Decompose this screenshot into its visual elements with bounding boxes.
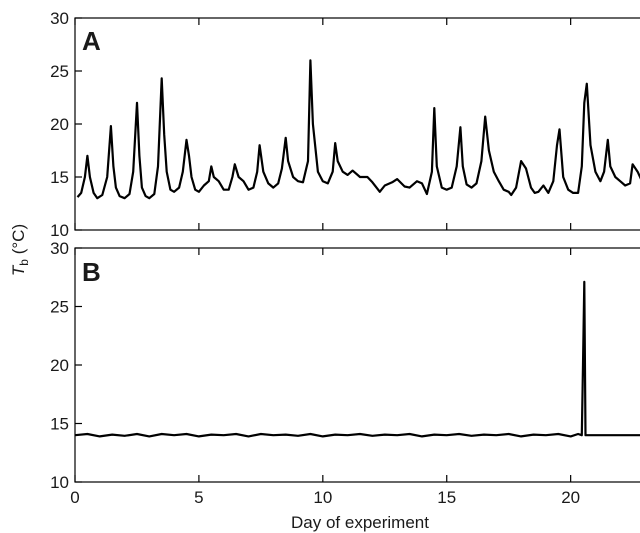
panel-a-y-tick-label: 30 [50, 9, 69, 28]
panel-a-letter: A [82, 26, 101, 56]
panel-b-frame [74, 247, 640, 483]
panel-b-x-tick-label: 5 [194, 488, 203, 507]
panel-b-x-tick-label: 10 [313, 488, 332, 507]
panel-a-x-ticks [74, 18, 572, 230]
panel-a-y-tick-label: 15 [50, 168, 69, 187]
panel-b-y-tick-label: 10 [50, 473, 69, 492]
panel-b-x-ticks: 0 5 10 15 20 [70, 248, 580, 507]
panel-a-y-tick-label: 20 [50, 115, 69, 134]
y-axis-label-unit: (°C) [9, 224, 28, 259]
panel-b-y-tick-label: 20 [50, 356, 69, 375]
panel-b-x-tick-label: 0 [70, 488, 79, 507]
panel-b: 10 15 20 25 30 0 5 10 15 20 B [50, 239, 640, 507]
panel-b-x-tick-label: 15 [437, 488, 456, 507]
y-axis-label-symbol: T [9, 264, 28, 276]
panel-b-y-ticks: 10 15 20 25 30 [50, 239, 82, 492]
panel-a: 10 15 20 25 30 A [50, 9, 640, 240]
panel-b-series-line [74, 280, 640, 438]
panel-b-y-tick-label: 15 [50, 415, 69, 434]
panel-b-letter: B [82, 257, 101, 287]
y-axis-label: Tb (°C) [9, 224, 31, 276]
y-axis-label-subscript: b [17, 259, 31, 266]
panel-b-y-tick-label: 30 [50, 239, 69, 258]
panel-b-x-tick-label: 20 [561, 488, 580, 507]
panel-b-y-tick-label: 25 [50, 298, 69, 317]
panel-a-y-tick-label: 10 [50, 221, 69, 240]
panel-a-series-line [76, 59, 640, 200]
panel-a-y-tick-label: 25 [50, 62, 69, 81]
panel-a-y-ticks: 10 15 20 25 30 [50, 9, 82, 240]
x-axis-label: Day of experiment [291, 513, 429, 532]
